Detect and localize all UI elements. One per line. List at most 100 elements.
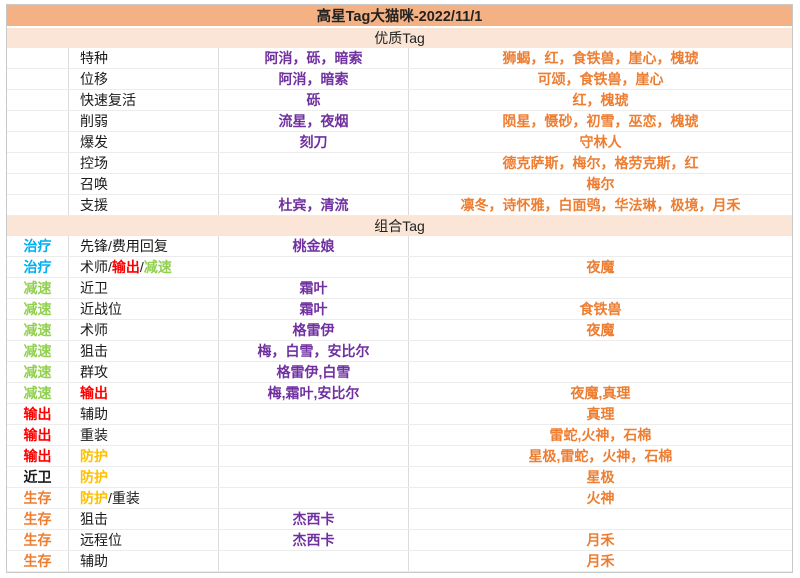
purple-operators-cell: 流星，夜烟: [219, 111, 409, 131]
tag-cell: 减速: [7, 320, 69, 340]
table-row: 治疗 术师/输出 / 减速 夜魔: [7, 257, 792, 278]
tag-cell: 治疗: [7, 236, 69, 256]
label-cell: 输出: [69, 383, 219, 403]
orange-operators-cell: 夜魔,真理: [570, 385, 631, 401]
label-cell: 重装: [69, 425, 219, 445]
label-segment: 削弱: [80, 113, 108, 129]
label-cell: 近卫: [69, 278, 219, 298]
label-segment: 狙击: [80, 343, 108, 359]
tag-text: 生存: [23, 490, 52, 506]
purple-operators-cell: 杰西卡: [219, 509, 409, 529]
orange-operators-cell: 真理: [586, 406, 615, 422]
tag-cell: 生存: [7, 530, 69, 550]
tag-text: 减速: [23, 343, 52, 359]
tag-text: 减速: [23, 301, 52, 317]
purple-operators-cell: [219, 153, 409, 173]
label-segment: 群攻: [80, 364, 108, 380]
label-cell: 控场: [69, 153, 219, 173]
tag-text: 减速: [23, 385, 52, 401]
label-cell: 爆发: [69, 132, 219, 152]
label-cell: 术师: [69, 320, 219, 340]
label-segment: 狙击: [80, 511, 108, 527]
table-row: 控场 德克萨斯，梅尔，格劳克斯，红: [7, 153, 792, 174]
tag-cell: 生存: [7, 509, 69, 529]
label-segment: 辅助: [80, 553, 108, 569]
orange-operators-cell: 德克萨斯，梅尔，格劳克斯，红: [502, 155, 699, 171]
table-row: 输出 辅助 真理: [7, 404, 792, 425]
label-segment: 防护: [80, 448, 108, 464]
label-cell: 快速复活: [69, 90, 219, 110]
tag-cell: 治疗: [7, 257, 69, 277]
label-segment: 快速复活: [80, 92, 136, 108]
label-cell: 辅助: [69, 404, 219, 424]
purple-operators-cell: 梅,霜叶,安比尔: [219, 383, 409, 403]
orange-operators-cell: 雷蛇,火神，石棉: [549, 427, 652, 443]
label-segment: 术师/: [80, 259, 112, 275]
orange-operators-cell: 月禾: [586, 532, 615, 548]
table-row: 减速 输出 梅,霜叶,安比尔 夜魔,真理: [7, 383, 792, 404]
label-segment: /: [139, 259, 144, 275]
tag-cell: [7, 195, 69, 215]
tag-cell: 输出: [7, 404, 69, 424]
purple-operators-cell: 杰西卡: [219, 530, 409, 550]
orange-operators-cell: 火神: [586, 490, 615, 506]
section-header: 组合Tag: [7, 216, 792, 236]
tag-text: 输出: [23, 448, 52, 464]
orange-operators-cell: 食铁兽: [579, 301, 622, 317]
table-row: 减速 近卫 霜叶: [7, 278, 792, 299]
label-cell: 狙击: [69, 509, 219, 529]
purple-operators-cell: 格雷伊: [219, 320, 409, 340]
orange-operators-cell: 可颂，食铁兽，崖心: [537, 71, 664, 87]
label-cell: 防护: [69, 446, 219, 466]
purple-operators-cell: [219, 551, 409, 571]
tag-table: 高星Tag大猫咪-2022/11/1 优质Tag 特种 阿消，砾，暗索 狮蝎，红，食铁…: [6, 4, 793, 573]
orange-operators-cell: 星极: [586, 469, 615, 485]
tag-text: 生存: [23, 532, 52, 548]
label-cell: 位移: [69, 69, 219, 89]
label-segment: 远程位: [80, 532, 122, 548]
label-cell: 狙击: [69, 341, 219, 361]
tag-text: 减速: [23, 280, 52, 296]
orange-operators-cell: [409, 341, 792, 361]
purple-operators-cell: [219, 488, 409, 508]
label-cell: 防护: [69, 467, 219, 487]
label-segment: 先锋/费用回复: [80, 238, 168, 254]
tag-cell: 减速: [7, 299, 69, 319]
orange-operators-cell: 月禾: [586, 553, 615, 569]
label-cell: 先锋/费用回复: [69, 236, 219, 256]
label-segment: 爆发: [80, 134, 108, 150]
tag-cell: [7, 111, 69, 131]
label-cell: 远程位: [69, 530, 219, 550]
label-segment: /重装: [108, 490, 140, 506]
label-segment: 位移: [80, 71, 108, 87]
purple-operators-cell: 刻刀: [219, 132, 409, 152]
tag-cell: 减速: [7, 341, 69, 361]
label-segment: 支援: [80, 197, 108, 213]
table-row: 输出 重装 雷蛇,火神，石棉: [7, 425, 792, 446]
table-row: 位移 阿消，暗索 可颂，食铁兽，崖心: [7, 69, 792, 90]
tag-cell: 生存: [7, 488, 69, 508]
purple-operators-cell: 杜宾，清流: [219, 195, 409, 215]
tag-cell: 输出: [7, 425, 69, 445]
tag-cell: [7, 48, 69, 68]
purple-operators-cell: 霜叶: [219, 278, 409, 298]
label-segment: 辅助: [80, 406, 108, 422]
purple-operators-cell: 砾: [219, 90, 409, 110]
table-row: 支援 杜宾，清流 凛冬，诗怀雅，白面鸮，华法琳，极境，月禾: [7, 195, 792, 216]
table-body: 优质Tag 特种 阿消，砾，暗索 狮蝎，红，食铁兽，崖心，槐琥 位移 阿消，暗索 可颂，食铁…: [7, 28, 792, 572]
label-segment: 减速: [143, 259, 172, 275]
purple-operators-cell: [219, 425, 409, 445]
table-row: 近卫 防护 星极: [7, 467, 792, 488]
tag-cell: [7, 69, 69, 89]
table-row: 生存 防护/重装 火神: [7, 488, 792, 509]
tag-text: 生存: [23, 553, 52, 569]
label-segment: 控场: [80, 155, 108, 171]
tag-text: 减速: [23, 364, 52, 380]
label-cell: 召唤: [69, 174, 219, 194]
orange-operators-cell: 夜魔: [586, 259, 615, 275]
tag-text: 近卫: [23, 469, 52, 485]
tag-cell: 生存: [7, 551, 69, 571]
orange-operators-cell: 陨星，慑砂，初雪，巫恋，槐琥: [502, 113, 699, 129]
tag-text: 治疗: [23, 259, 52, 275]
table-row: 爆发 刻刀 守林人: [7, 132, 792, 153]
